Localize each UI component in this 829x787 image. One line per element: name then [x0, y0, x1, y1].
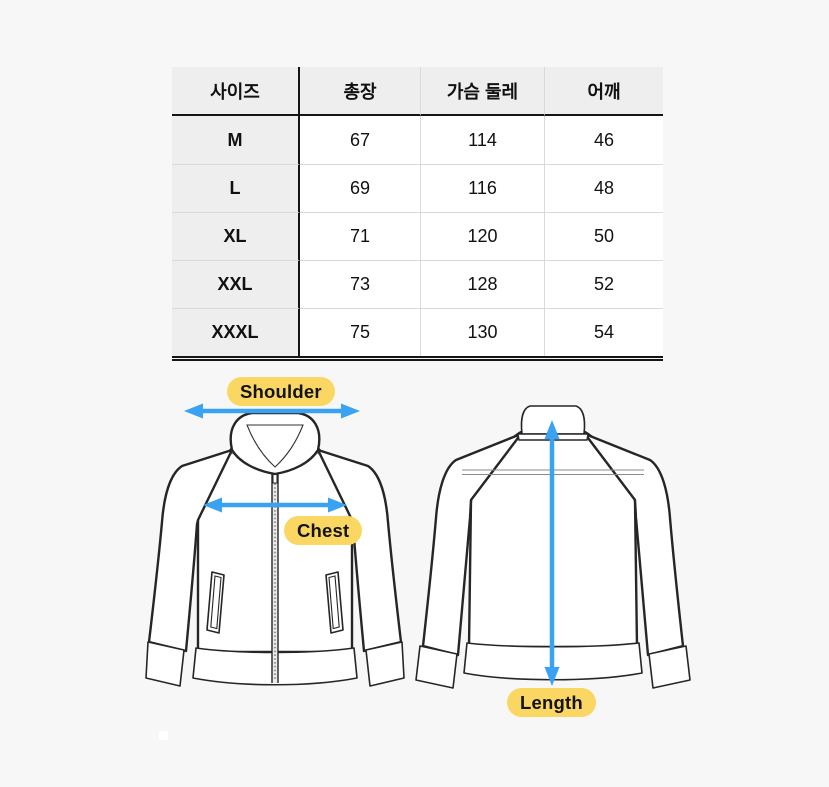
measurement-cell: 67: [300, 116, 421, 164]
measurement-cell: 69: [300, 164, 421, 212]
measurement-cell: 75: [300, 308, 421, 356]
back-cuff-left: [415, 645, 458, 689]
table-row: M 67 114 46: [172, 116, 663, 164]
pocket-left-welt: [210, 575, 222, 630]
measurement-cell: 54: [545, 308, 663, 356]
chest-arrow: [203, 497, 347, 513]
shoulder-badge: Shoulder: [227, 377, 335, 406]
size-label-cell: M: [172, 116, 300, 164]
size-label-cell: XXXL: [172, 308, 300, 356]
header-cell-total-length: 총장: [300, 67, 421, 116]
measurement-cell: 71: [300, 212, 421, 260]
back-sleeve-left: [421, 432, 523, 657]
measurement-cell: 114: [421, 116, 545, 164]
measurement-cell: 73: [300, 260, 421, 308]
header-cell-chest: 가슴 둘레: [421, 67, 545, 116]
measurement-cell: 52: [545, 260, 663, 308]
header-row: 사이즈 총장 가슴 둘레 어깨: [172, 67, 663, 116]
front-sleeve-right: [316, 448, 403, 653]
white-dot-artifact: [159, 731, 168, 740]
front-jacket-illustration: [145, 411, 405, 687]
header-cell-shoulder: 어깨: [545, 67, 663, 116]
measurement-cell: 48: [545, 164, 663, 212]
measurement-cell: 116: [421, 164, 545, 212]
shoulder-arrow: [184, 403, 360, 419]
header-cell-size: 사이즈: [172, 67, 300, 116]
measurement-cell: 128: [421, 260, 545, 308]
measurement-cell: 46: [545, 116, 663, 164]
table-row: L 69 116 48: [172, 164, 663, 212]
zipper: [271, 470, 279, 683]
front-cuff-left: [145, 641, 185, 687]
zipper-pull: [272, 473, 278, 484]
back-collar: [520, 405, 586, 435]
front-collar-inner: [246, 424, 304, 468]
length-badge: Length: [507, 688, 596, 717]
length-arrow: [544, 420, 560, 686]
measurement-cell: 50: [545, 212, 663, 260]
table-row: XXXL 75 130 54: [172, 308, 663, 356]
size-label-cell: L: [172, 164, 300, 212]
chest-badge: Chest: [284, 516, 363, 545]
jacket-measurement-diagram: [145, 403, 691, 689]
front-sleeve-left: [147, 448, 234, 653]
pocket-right-welt: [328, 575, 340, 630]
back-sleeve-right: [583, 432, 685, 657]
size-chart-table: 사이즈 총장 가슴 둘레 어깨 M 67 114 46 L 69 116 48 …: [172, 67, 663, 361]
table-row: XXL 73 128 52: [172, 260, 663, 308]
back-cuff-right: [648, 645, 691, 689]
table-row: XL 71 120 50: [172, 212, 663, 260]
measurement-cell: 130: [421, 308, 545, 356]
front-cuff-right: [365, 641, 405, 687]
size-label-cell: XXL: [172, 260, 300, 308]
measurement-cell: 120: [421, 212, 545, 260]
size-label-cell: XL: [172, 212, 300, 260]
